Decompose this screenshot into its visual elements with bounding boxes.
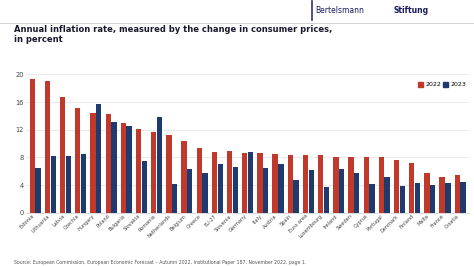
Bar <box>318 155 323 213</box>
Bar <box>415 183 420 213</box>
Bar <box>182 141 187 213</box>
Bar <box>424 173 429 213</box>
Bar <box>51 156 56 213</box>
Bar <box>121 123 126 213</box>
Bar <box>60 97 65 213</box>
Bar <box>106 114 111 213</box>
Text: Source: European Commission, European Economic Forecast – Autumn 2022, Instituti: Source: European Commission, European Ec… <box>14 260 307 265</box>
Bar <box>445 183 450 213</box>
Bar <box>257 153 263 213</box>
Bar <box>36 168 41 213</box>
Bar <box>233 167 238 213</box>
Bar <box>309 170 314 213</box>
Bar <box>172 184 177 213</box>
Bar <box>409 163 414 213</box>
Bar <box>333 157 338 213</box>
Bar <box>202 173 208 213</box>
Bar <box>324 186 329 213</box>
Bar <box>166 135 172 213</box>
Bar <box>263 168 268 213</box>
Bar <box>96 104 101 213</box>
Bar <box>187 169 192 213</box>
Bar <box>394 160 399 213</box>
Bar <box>136 129 141 213</box>
Text: in percent: in percent <box>14 35 63 44</box>
Bar <box>354 173 359 213</box>
Bar <box>293 180 299 213</box>
Bar <box>66 156 71 213</box>
Bar <box>460 182 465 213</box>
Bar <box>197 148 202 213</box>
Legend: 2022, 2023: 2022, 2023 <box>418 82 466 87</box>
Bar <box>400 186 405 213</box>
Bar <box>218 164 223 213</box>
Bar <box>348 157 354 213</box>
Bar <box>303 155 308 213</box>
Bar <box>30 79 35 213</box>
Bar <box>111 122 117 213</box>
Bar <box>212 152 217 213</box>
Text: Stiftung: Stiftung <box>393 6 428 15</box>
Bar <box>157 117 162 213</box>
Bar <box>45 81 50 213</box>
Bar <box>439 177 445 213</box>
Bar <box>248 152 253 213</box>
Bar <box>273 154 278 213</box>
Bar <box>288 155 293 213</box>
Bar <box>339 169 344 213</box>
Bar <box>455 175 460 213</box>
Bar <box>142 161 147 213</box>
Bar <box>91 113 96 213</box>
Bar <box>379 157 384 213</box>
Bar <box>384 177 390 213</box>
Bar <box>75 108 81 213</box>
Bar <box>151 132 156 213</box>
Bar <box>242 153 247 213</box>
Bar <box>127 126 132 213</box>
Text: Bertelsmann: Bertelsmann <box>315 6 364 15</box>
Bar <box>278 164 283 213</box>
Bar <box>369 184 374 213</box>
Bar <box>227 151 232 213</box>
Bar <box>81 154 86 213</box>
Text: Annual inflation rate, measured by the change in consumer prices,: Annual inflation rate, measured by the c… <box>14 25 332 34</box>
Bar <box>364 157 369 213</box>
Bar <box>430 185 435 213</box>
